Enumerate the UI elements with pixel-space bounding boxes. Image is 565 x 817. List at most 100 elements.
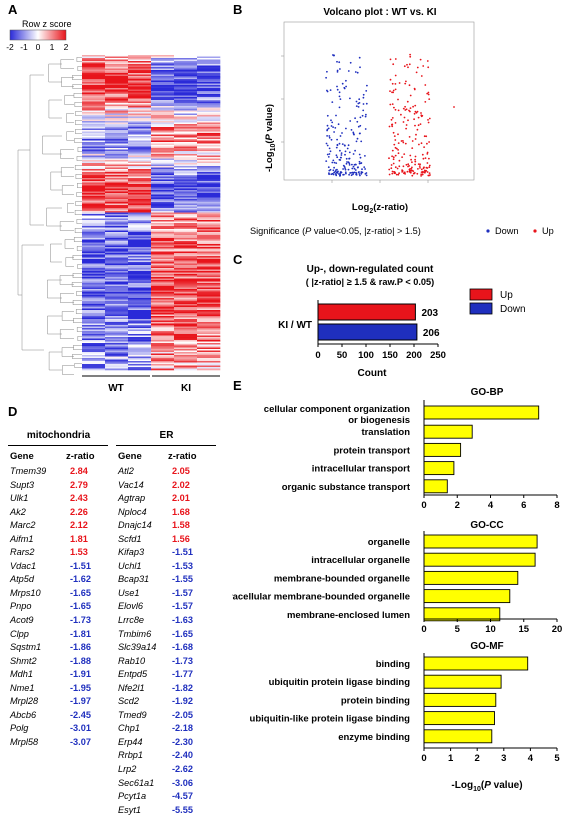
- gene-name: Clpp: [10, 628, 29, 639]
- heatmap-cell: [174, 241, 198, 243]
- heatmap-cell: [128, 176, 152, 179]
- heatmap-cell: [197, 149, 221, 152]
- heatmap-cell: [197, 121, 221, 123]
- heatmap-cell: [105, 166, 129, 168]
- volcano-point-down: [344, 168, 347, 171]
- volcano-point-up: [392, 91, 394, 94]
- heatmap-cell: [174, 268, 198, 270]
- heatmap-cell: [174, 110, 198, 113]
- heatmap-cell: [151, 167, 175, 170]
- z-ratio-value: -2.30: [172, 736, 193, 747]
- heatmap-cell: [128, 304, 152, 306]
- heatmap-cell: [151, 190, 175, 192]
- gene-row: Ulk1 2.43: [10, 492, 110, 506]
- z-ratio-value: -1.68: [172, 642, 193, 653]
- heatmap-cell: [128, 196, 152, 198]
- volcano-point-up: [391, 172, 394, 175]
- heatmap-cell: [151, 211, 175, 213]
- volcano-point-up: [410, 168, 413, 170]
- heatmap-legend-ticks: -2 -1 0 1 2: [6, 42, 68, 52]
- gene-row: Kifap3 -1.51: [118, 546, 218, 560]
- heatmap-cell: [151, 341, 175, 344]
- heatmap-cell: [197, 151, 221, 153]
- volcano-point-down: [341, 82, 344, 85]
- heatmap-cell: [174, 179, 198, 182]
- heatmap-cell: [128, 250, 152, 252]
- heatmap-cell: [197, 352, 221, 354]
- count-bar-up: [317, 303, 416, 321]
- heatmap-cell: [197, 364, 221, 366]
- heatmap-cell: [174, 206, 198, 209]
- heatmap-cell: [197, 253, 221, 255]
- heatmap-cell: [128, 214, 152, 216]
- volcano-point-down: [348, 151, 351, 154]
- heatmap-cell: [128, 235, 152, 237]
- heatmap-cell: [82, 352, 106, 354]
- volcano-point-down: [328, 136, 331, 139]
- heatmap-cell: [82, 254, 106, 257]
- heatmap-cell: [197, 304, 221, 306]
- heatmap-cell: [174, 89, 198, 92]
- z-ratio-value: -1.81: [70, 628, 91, 639]
- gene-name: Nfe2l1: [118, 682, 145, 693]
- heatmap-cell: [174, 106, 198, 108]
- heatmap-cell: [105, 283, 129, 285]
- heatmap-cell: [151, 307, 175, 309]
- heatmap-cell: [174, 61, 198, 63]
- volcano-point-up: [394, 146, 397, 149]
- heatmap-cell: [128, 205, 152, 207]
- volcano-point-down: [335, 114, 337, 117]
- volcano-point-up: [422, 157, 425, 160]
- heatmap-cell: [197, 248, 221, 251]
- heatmap-cell: [82, 365, 106, 368]
- volcano-point-up: [398, 159, 401, 162]
- heatmap-cell: [82, 295, 106, 297]
- heatmap-cell: [128, 263, 152, 266]
- volcano-point-down: [342, 168, 344, 170]
- heatmap-cell: [105, 187, 129, 189]
- gene-row: Rars2 1.53: [10, 546, 110, 560]
- heatmap-cell: [174, 229, 198, 231]
- heatmap-cell: [197, 187, 221, 189]
- heatmap-cell: [197, 200, 221, 203]
- heatmap-cell: [105, 358, 129, 360]
- heatmap-cell: [197, 175, 221, 177]
- heatmap-cell: [82, 139, 106, 141]
- heatmap-cell: [174, 83, 198, 86]
- heatmap-cell: [105, 101, 129, 104]
- count-x-tick: 0: [315, 350, 320, 361]
- heatmap-cell: [174, 274, 198, 276]
- volcano-point-down: [326, 144, 329, 147]
- volcano-point-up: [417, 168, 419, 170]
- z-ratio-value: 2.05: [172, 466, 190, 476]
- heatmap-cell: [82, 290, 106, 293]
- volcano-point-down: [336, 143, 339, 146]
- volcano-point-down: [359, 66, 361, 69]
- heatmap-cell: [197, 166, 221, 168]
- heatmap-cell: [128, 218, 152, 221]
- heatmap-cell: [82, 334, 106, 336]
- heatmap-cell: [197, 337, 221, 339]
- heatmap-cell: [197, 287, 221, 290]
- heatmap-cell: [82, 113, 106, 116]
- heatmap-cell: [174, 176, 198, 179]
- er-table-title: ER: [159, 430, 174, 441]
- volcano-point-up: [405, 108, 408, 111]
- volcano-point-down: [335, 154, 338, 157]
- heatmap-cell: [197, 196, 221, 198]
- heatmap-cell: [197, 205, 221, 207]
- heatmap-cell: [151, 100, 175, 102]
- heatmap-cell: [197, 220, 221, 222]
- heatmap-cell: [105, 103, 129, 105]
- heatmap-cell: [197, 298, 221, 300]
- heatmap-cell: [82, 245, 106, 248]
- heatmap-cell: [197, 61, 221, 63]
- heatmap-cell: [82, 242, 106, 245]
- heatmap-cell: [174, 94, 198, 96]
- heatmap-cell: [197, 290, 221, 293]
- heatmap-cell: [82, 287, 106, 290]
- volcano-point-up: [426, 142, 428, 145]
- legend-tick: 0: [36, 42, 41, 52]
- heatmap-cell: [82, 302, 106, 305]
- heatmap-cell: [82, 265, 106, 267]
